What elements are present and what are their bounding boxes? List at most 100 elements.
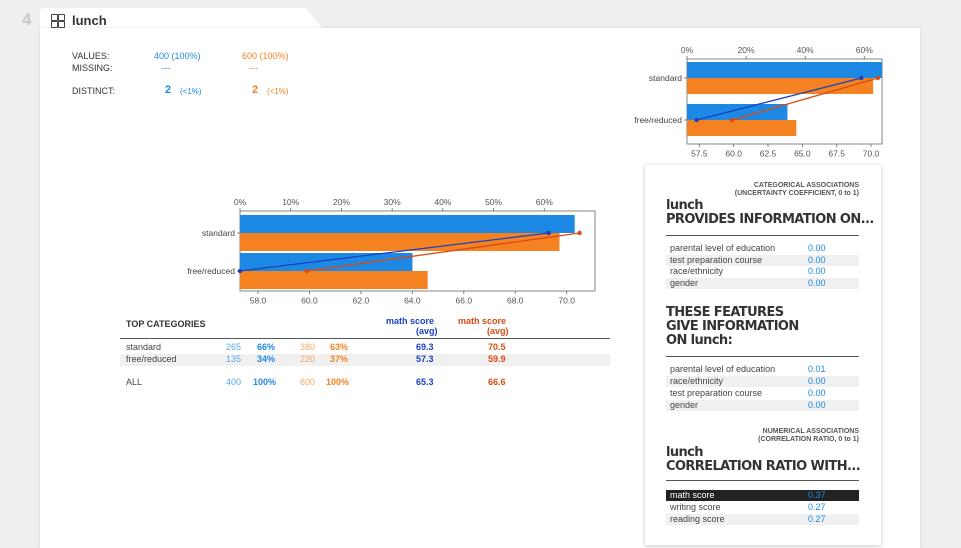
provides-row: parental level of education 0.00 [666, 243, 859, 254]
provides-row: test preparation course 0.00 [666, 255, 859, 266]
category-label: standard [202, 228, 235, 238]
avg-point-a [694, 117, 699, 123]
assoc-value: 0.00 [808, 243, 826, 253]
assoc-value: 0.27 [808, 502, 826, 512]
grid-icon [51, 14, 65, 28]
bottom-tick-label: 70.0 [863, 149, 880, 159]
provides-row: gender 0.00 [666, 278, 859, 289]
provides-heading-l1: lunch [666, 198, 704, 213]
bar-b [240, 271, 428, 289]
provides-heading-l2: PROVIDES INFORMATION ON... [666, 212, 874, 227]
cat-assoc-caption-l1: CATEGORICAL ASSOCIATIONS [753, 182, 859, 189]
bottom-tick-label: 70.0 [558, 296, 575, 306]
top-tick-label: 30% [384, 197, 401, 207]
row-name: ALL [126, 377, 143, 387]
bottom-tick-label: 64.0 [404, 296, 421, 306]
assoc-value: 0.00 [808, 278, 826, 288]
assoc-name: race/ethnicity [670, 376, 724, 386]
values-label: VALUES: [72, 51, 110, 61]
assoc-name: writing score [670, 502, 721, 512]
top-categories-title: TOP CATEGORIES [126, 319, 206, 329]
category-label: free/reduced [187, 266, 235, 276]
bar-b [687, 78, 874, 94]
table-row-all: ALL 400 100% 600 100% 65.3 66.6 [120, 377, 610, 389]
num-assoc-caption: NUMERICAL ASSOCIATIONS (CORRELATION RATI… [758, 428, 859, 444]
assoc-value: 0.00 [808, 388, 826, 398]
distinct-b: 2 [252, 84, 259, 96]
assoc-value: 0.37 [808, 490, 826, 500]
assoc-value: 0.00 [808, 255, 826, 265]
gives-row: test preparation course 0.00 [666, 388, 859, 399]
avg-line-b [732, 77, 879, 121]
col-a-header-l1: math score [386, 316, 435, 326]
top-tick-label: 40% [434, 197, 451, 207]
assoc-name: gender [670, 278, 699, 288]
row-count-a: 400 [226, 377, 242, 387]
missing-b: --- [249, 63, 258, 73]
assoc-name: test preparation course [670, 388, 763, 398]
bar-a [240, 253, 413, 271]
top-tick-label: 0% [234, 197, 247, 207]
corr-row-selected[interactable]: math score 0.37 [666, 490, 859, 501]
bottom-tick-label: 66.0 [456, 296, 473, 306]
avg-point-b [875, 75, 881, 81]
divider [666, 356, 859, 357]
assoc-name: reading score [670, 514, 725, 524]
top-tick-label: 20% [333, 197, 350, 207]
bottom-tick-label: 68.0 [507, 296, 524, 306]
avg-line-b [306, 232, 580, 272]
corr-heading-l2: CORRELATION RATIO WITH... [666, 459, 861, 474]
gives-heading-l2: GIVE INFORMATION [666, 319, 799, 334]
assoc-value: 0.01 [808, 364, 826, 374]
values-a: 400 (100%) [154, 51, 201, 61]
assoc-name: parental level of education [670, 364, 776, 374]
row-pct-a: 100% [253, 377, 277, 387]
category-label: standard [649, 73, 682, 83]
row-name: free/reduced [126, 354, 177, 364]
row-count-b: 380 [300, 342, 316, 352]
bottom-tick-label: 62.5 [760, 149, 777, 159]
assoc-value: 0.27 [808, 514, 826, 524]
num-assoc-caption-l1: NUMERICAL ASSOCIATIONS [762, 428, 859, 435]
row-count-b: 600 [300, 377, 316, 387]
large-chart: 0% 10% 20% 30% 40% 50% 60% 58.0 60.0 62.0 64.0 66.0… [187, 197, 596, 306]
category-label: free/reduced [634, 115, 682, 125]
small-chart: 0% 20% 40% 60% 57.5 60.0 62.5 65.0 67.5 70.0 stand… [634, 45, 883, 159]
assoc-name: race/ethnicity [670, 266, 724, 276]
plot-frame [686, 58, 883, 145]
row-count-a: 265 [226, 342, 242, 352]
divider [666, 235, 859, 236]
table-rule [120, 338, 610, 339]
row-avg-a: 69.3 [416, 342, 434, 352]
row-name: standard [126, 342, 162, 352]
corr-row[interactable]: reading score 0.27 [666, 514, 859, 525]
distinct-label: DISTINCT: [72, 86, 116, 96]
top-tick-label: 40% [797, 45, 814, 55]
bottom-tick-label: 57.5 [691, 149, 708, 159]
assoc-name: test preparation course [670, 255, 763, 265]
gives-heading-l1: THESE FEATURES [666, 305, 784, 320]
missing-a: --- [161, 63, 170, 73]
distinct-a-pct: (<1%) [180, 87, 202, 96]
provides-row: race/ethnicity 0.00 [666, 266, 859, 277]
col-b-header-l1: math score [458, 316, 507, 326]
bar-b [687, 120, 797, 136]
row-count-b: 220 [300, 354, 316, 364]
table-row: standard 265 66% 380 63% 69.3 70.5 [120, 342, 610, 354]
top-tick-label: 10% [282, 197, 299, 207]
top-tick-label: 20% [738, 45, 755, 55]
corr-heading-l1: lunch [666, 445, 704, 460]
corr-row[interactable]: writing score 0.27 [666, 502, 859, 513]
col-b-header-l2: (avg) [487, 326, 509, 336]
gives-row: gender 0.00 [666, 400, 859, 411]
feature-index: 4 [22, 10, 32, 29]
col-a-header-l2: (avg) [416, 326, 438, 336]
row-avg-b: 70.5 [488, 342, 506, 352]
bottom-tick-label: 60.0 [725, 149, 742, 159]
assoc-name: gender [670, 400, 699, 410]
top-tick-label: 50% [485, 197, 502, 207]
bottom-tick-label: 58.0 [250, 296, 267, 306]
avg-point-a [546, 230, 551, 236]
gives-heading-l3: ON lunch: [666, 333, 733, 348]
missing-label: MISSING: [72, 63, 113, 73]
